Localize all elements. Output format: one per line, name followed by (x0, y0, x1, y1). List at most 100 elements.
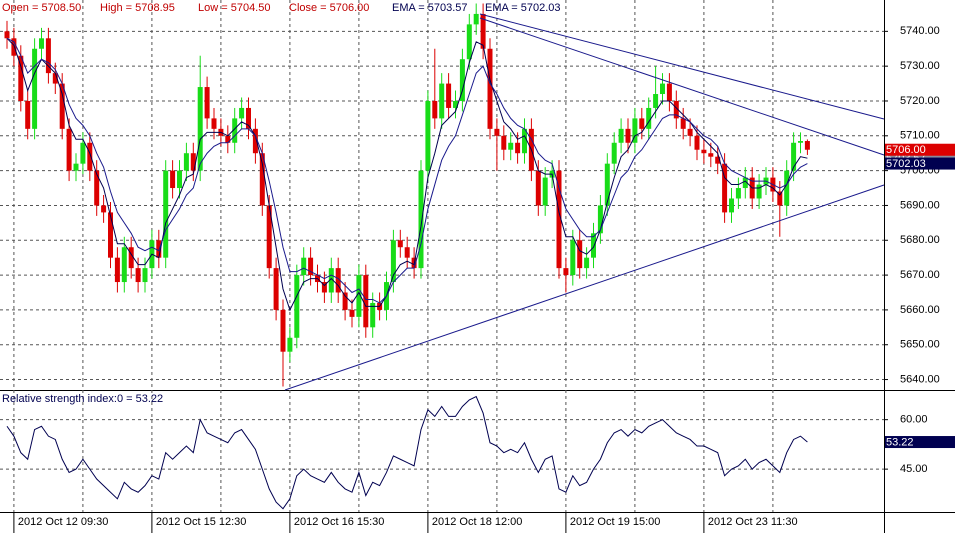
candle-body (308, 257, 314, 276)
trend-line (479, 17, 885, 156)
candle-body (121, 247, 127, 283)
candle-body (390, 240, 396, 283)
y-tick-label: 5680.00 (900, 234, 940, 246)
candle-body (784, 170, 790, 206)
candle-body (252, 128, 258, 154)
candle-body (501, 135, 507, 150)
candle-body (356, 275, 362, 317)
panel-title: Relative strength index:0 = 53.22 (2, 393, 163, 405)
candle-body (473, 13, 479, 25)
candle-body (404, 247, 410, 258)
candle-body (183, 153, 189, 171)
candle-body (18, 55, 24, 101)
candle-body (791, 142, 797, 171)
y-tick-label: 5730.00 (900, 60, 940, 72)
candle-body (239, 107, 245, 119)
candle-body (425, 100, 431, 171)
y-tick-label: 60.00 (900, 414, 928, 426)
candle-body (466, 24, 472, 60)
trend-line (284, 184, 885, 391)
ohlc-label: Low = 5704.50 (198, 2, 270, 14)
candle-body (729, 198, 734, 213)
ema-line (6, 37, 808, 312)
candle-body (625, 128, 631, 143)
candle-body (563, 268, 569, 276)
candle-body (101, 205, 107, 213)
candle-body (701, 149, 707, 154)
candle-body (577, 240, 583, 269)
legend-entry: EMA = 5703.57 (392, 2, 468, 14)
candle-body (439, 83, 445, 119)
candle-body (756, 184, 762, 199)
candle-body (432, 100, 438, 119)
rsi-line (6, 395, 808, 510)
candle-body (715, 156, 721, 164)
candle-body (32, 48, 38, 129)
legend-entry: EMA = 5702.03 (485, 2, 561, 14)
candle-body (11, 38, 17, 56)
candle-body (114, 257, 120, 283)
x-tick-label: 2012 Oct 15 12:30 (156, 516, 247, 528)
candle-body (742, 177, 748, 189)
candle-body (232, 118, 238, 143)
candle-body (597, 205, 603, 234)
candle-body (211, 118, 217, 129)
candle-body (349, 309, 355, 317)
candle-body (294, 275, 300, 338)
candle-body (418, 170, 424, 269)
candle-body (108, 212, 113, 258)
y-tick-label: 5650.00 (900, 339, 940, 351)
candle-body (128, 247, 134, 269)
ohlc-label: Close = 5706.00 (289, 2, 369, 14)
candle-body (170, 170, 176, 189)
candle-body (59, 83, 65, 129)
value-box (885, 143, 955, 156)
candle-body (266, 205, 272, 269)
value-box (885, 157, 955, 170)
candle-body (584, 257, 590, 269)
candle-body (804, 141, 810, 150)
candle-body (618, 128, 624, 143)
candle-body (694, 135, 700, 150)
plot (4, 3, 810, 510)
ohlc-label: High = 5708.95 (100, 2, 175, 14)
candle-body (673, 100, 679, 119)
trend-line (479, 13, 885, 120)
candle-body (335, 268, 341, 293)
candle-body (135, 268, 141, 283)
candle-body (542, 177, 548, 206)
candle-body (570, 240, 576, 276)
candle-body (680, 118, 686, 129)
candle-body (653, 94, 659, 108)
candle-body (87, 142, 93, 171)
candle-body (522, 128, 527, 154)
candle-body (735, 188, 741, 199)
candle-body (722, 163, 728, 213)
x-tick-label: 2012 Oct 23 11:30 (708, 516, 798, 528)
ema-line (6, 37, 808, 304)
candle-body (273, 268, 279, 310)
y-tick-label: 5720.00 (900, 95, 940, 107)
candle-body (611, 142, 617, 164)
candle-body (687, 128, 693, 136)
x-tick-label: 2012 Oct 16 15:30 (294, 516, 385, 528)
candle-body (446, 83, 452, 108)
candle-body (646, 107, 652, 129)
grid (0, 0, 888, 533)
candle-body (52, 73, 58, 84)
x-tick-label: 2012 Oct 19 15:00 (570, 516, 661, 528)
y-tick-label: 5640.00 (900, 373, 940, 385)
y-tick-label: 5710.00 (900, 130, 940, 142)
candle-body (632, 118, 638, 143)
ohlc-label: Open = 5708.50 (2, 2, 81, 14)
candle-body (604, 163, 610, 206)
value-box-label: 5702.03 (886, 158, 926, 170)
candle-body (66, 128, 72, 171)
value-box-label: 53.22 (886, 436, 914, 448)
candle-body (280, 309, 286, 352)
candle-body (397, 240, 403, 248)
candle-body (535, 170, 541, 206)
